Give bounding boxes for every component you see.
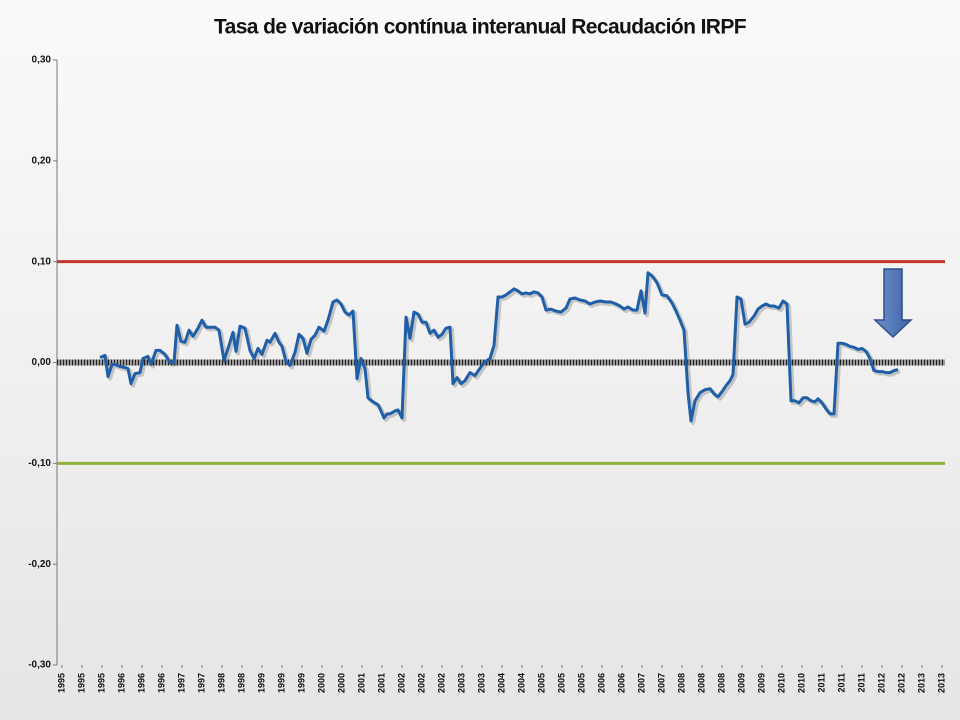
x-tick-label: 1997 [196, 673, 206, 693]
x-tick-label: 2000 [336, 673, 346, 693]
x-tick-label: 2013 [936, 673, 946, 693]
y-tick-label: -0,30 [28, 660, 51, 671]
arrow [873, 268, 913, 339]
x-tick-label: 2002 [396, 673, 406, 693]
x-tick-label: 1996 [136, 673, 146, 693]
x-tick-label: 2001 [376, 673, 386, 693]
x-tick-label: 1995 [56, 673, 66, 693]
x-tick-label: 2011 [836, 673, 846, 693]
y-tick-label: 0,30 [32, 55, 52, 66]
plot-area: -0,30 -0,20 -0,10 0,00 0,10 0,20 0,30 1995 1995 1… [28, 55, 946, 693]
x-tick-label: 2002 [416, 673, 426, 693]
x-tick-label: 2011 [816, 673, 826, 693]
x-tick-label: 2008 [716, 673, 726, 693]
x-tick-label: 1997 [176, 673, 186, 693]
x-tick-label: 2001 [356, 673, 366, 693]
x-tick-label: 2010 [776, 673, 786, 693]
x-tick-label: 1998 [236, 673, 246, 693]
x-tick-label: 1999 [296, 673, 306, 693]
x-tick-label: 2006 [596, 673, 606, 693]
x-tick-label: 2010 [796, 673, 806, 693]
x-tick-label: 1995 [96, 673, 106, 693]
x-tick-label: 2008 [696, 673, 706, 693]
y-tick-label: 0,20 [32, 155, 52, 166]
x-tick-label: 2004 [496, 673, 506, 693]
x-tick-label: 2013 [916, 673, 926, 693]
chart-title: Tasa de variación contínua interanual Re… [214, 16, 747, 39]
x-tick-label: 2006 [616, 673, 626, 693]
line-shadow [101, 272, 901, 425]
x-tick-label: 2000 [316, 673, 326, 693]
x-tick-label: 2004 [516, 673, 526, 693]
x-tick-label: 2009 [736, 673, 746, 693]
x-tick-label: 2005 [536, 673, 546, 693]
x-tick-label: 1995 [76, 673, 86, 693]
x-tick-label: 2005 [576, 673, 586, 693]
x-tick-label: 1998 [216, 673, 226, 693]
x-tick-label: 1996 [116, 673, 126, 693]
x-tick-label: 2009 [756, 673, 766, 693]
x-tick-label: 2003 [456, 673, 466, 693]
data-line [99, 271, 899, 423]
x-tick-label: 2003 [476, 673, 486, 693]
y-tick-label: -0,20 [28, 559, 51, 570]
x-tick-label: 1996 [156, 673, 166, 693]
x-tick-label: 1999 [276, 673, 286, 693]
x-tick-label: 2012 [876, 673, 886, 693]
x-tick-label: 2012 [896, 673, 906, 693]
y-tick-label: -0,10 [28, 458, 51, 469]
x-tick-label: 2011 [856, 673, 866, 693]
x-tick-label: 2008 [676, 673, 686, 693]
x-tick-label: 2007 [656, 673, 666, 693]
x-tick-label: 2002 [436, 673, 446, 693]
x-tick-label: 1999 [256, 673, 266, 693]
y-tick-label: 0,10 [32, 256, 52, 267]
y-tick-label: 0,00 [32, 357, 52, 368]
x-tick-label: 2005 [556, 673, 566, 693]
x-tick-label: 2007 [636, 673, 646, 693]
